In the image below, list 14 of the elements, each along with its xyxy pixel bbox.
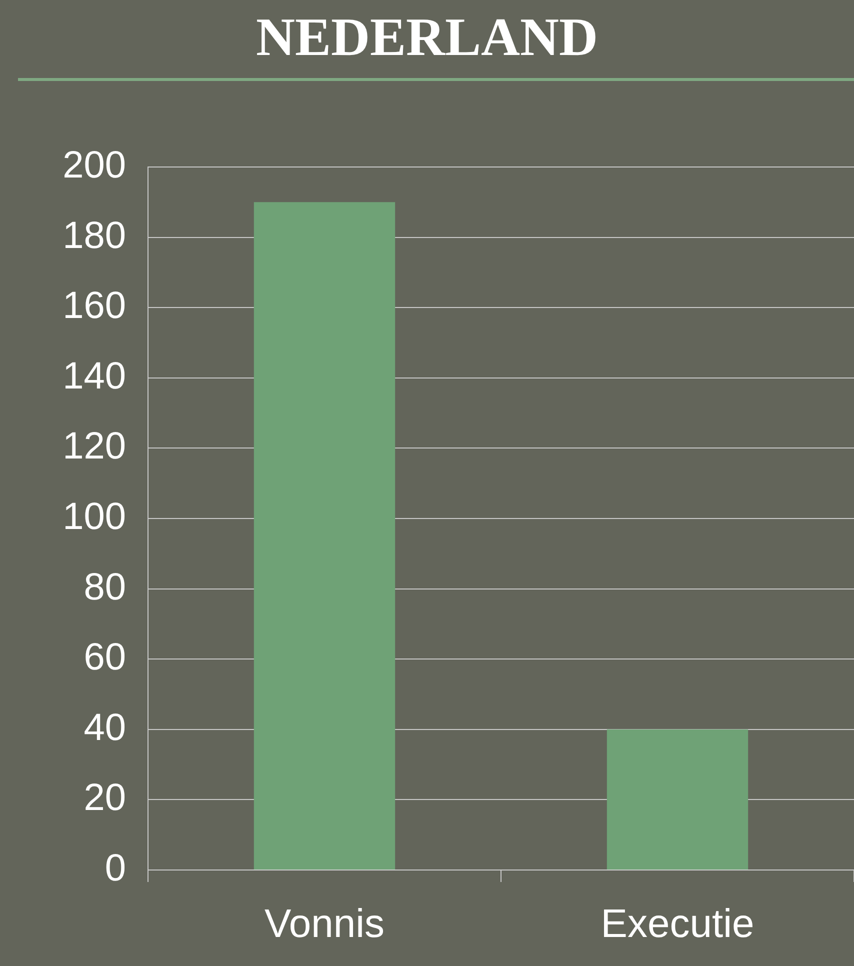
- y-tick-label: 160: [62, 285, 126, 328]
- x-tick-label: Executie: [600, 902, 754, 946]
- chart-title: NEDERLAND: [254, 6, 600, 68]
- y-tick-label: 180: [62, 214, 126, 257]
- y-tick-label: 100: [62, 496, 126, 538]
- y-tick-label: 200: [62, 144, 126, 186]
- y-tick-label: 80: [84, 566, 126, 608]
- y-tick-label: 0: [104, 847, 126, 890]
- y-tick-label: 140: [62, 355, 126, 398]
- y-tick-label: 40: [84, 706, 126, 749]
- y-tick-label: 60: [84, 636, 126, 679]
- y-tick-label: 20: [84, 777, 126, 820]
- x-tick-label: Vonnis: [264, 902, 385, 946]
- y-tick-label: 120: [62, 426, 126, 468]
